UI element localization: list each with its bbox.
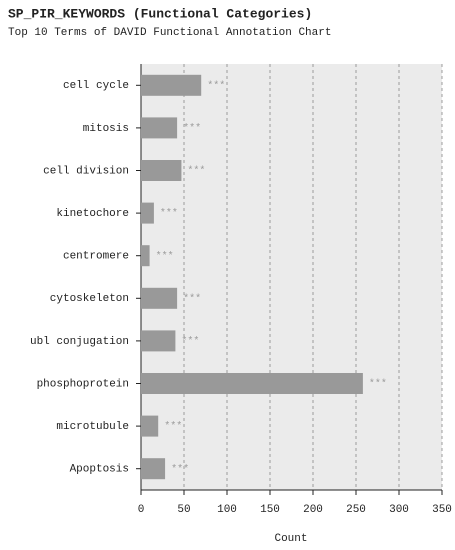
bar bbox=[141, 287, 178, 309]
bar bbox=[141, 117, 178, 139]
y-tick-label: ubl conjugation bbox=[30, 336, 129, 348]
y-tick-label: cell cycle bbox=[63, 80, 129, 92]
chart-title: SP_PIR_KEYWORDS (Functional Categories) bbox=[8, 6, 312, 21]
significance-label: *** bbox=[164, 421, 182, 433]
significance-label: *** bbox=[171, 463, 189, 475]
bar bbox=[141, 458, 166, 480]
y-tick-label: cell division bbox=[43, 165, 129, 177]
x-axis-label: Count bbox=[274, 533, 307, 545]
significance-label: *** bbox=[181, 336, 199, 348]
significance-label: *** bbox=[183, 123, 201, 135]
x-tick-label: 350 bbox=[432, 504, 452, 516]
significance-label: *** bbox=[183, 293, 201, 305]
x-tick-label: 200 bbox=[303, 504, 323, 516]
y-tick-label: cytoskeleton bbox=[50, 293, 129, 305]
bar bbox=[141, 415, 159, 437]
x-tick-label: 250 bbox=[346, 504, 366, 516]
bar bbox=[141, 330, 176, 352]
x-tick-label: 150 bbox=[260, 504, 280, 516]
chart-subtitle: Top 10 Terms of DAVID Functional Annotat… bbox=[8, 27, 331, 39]
significance-label: *** bbox=[160, 208, 178, 220]
y-tick-label: kinetochore bbox=[56, 208, 129, 220]
significance-label: *** bbox=[156, 250, 174, 262]
x-tick-label: 0 bbox=[138, 504, 145, 516]
x-tick-label: 50 bbox=[177, 504, 190, 516]
x-tick-label: 300 bbox=[389, 504, 409, 516]
y-tick-label: phosphoprotein bbox=[37, 378, 129, 390]
significance-label: *** bbox=[187, 165, 205, 177]
plot-area bbox=[141, 64, 442, 490]
bar bbox=[141, 245, 150, 267]
y-tick-label: centromere bbox=[63, 251, 129, 263]
significance-label: *** bbox=[207, 80, 225, 92]
bar bbox=[141, 373, 363, 394]
significance-label: *** bbox=[369, 378, 387, 390]
bar bbox=[141, 160, 182, 181]
x-tick-label: 100 bbox=[217, 504, 237, 516]
bar bbox=[141, 74, 202, 96]
y-tick-label: mitosis bbox=[83, 123, 129, 135]
bar bbox=[141, 202, 154, 224]
y-tick-label: microtubule bbox=[56, 421, 129, 433]
y-tick-label: Apoptosis bbox=[70, 464, 129, 476]
